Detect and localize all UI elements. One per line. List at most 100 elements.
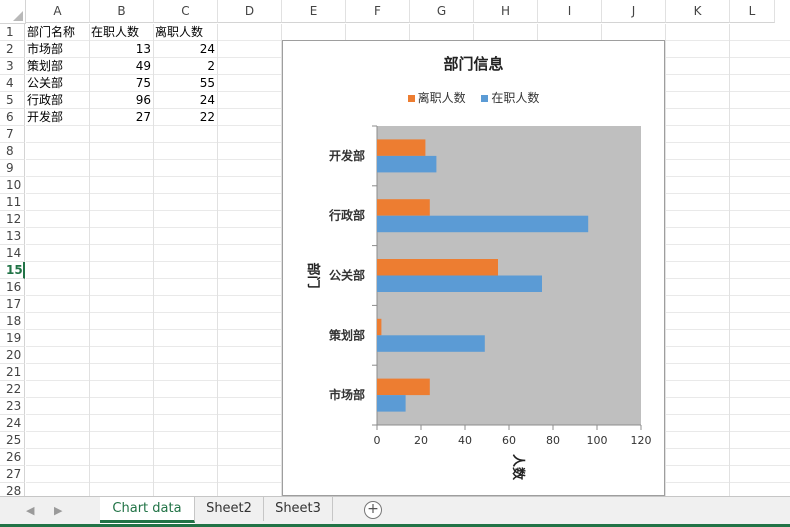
- column-header-j[interactable]: J: [602, 0, 666, 23]
- table-cell-dept[interactable]: 公关部: [27, 76, 64, 90]
- tab-chart-data[interactable]: Chart data: [100, 497, 195, 523]
- legend-swatch-blue: [481, 95, 489, 102]
- column-header-g[interactable]: G: [410, 0, 474, 23]
- x-tick-label: 80: [546, 434, 560, 447]
- x-tick-label: 20: [414, 434, 428, 447]
- bar-resigned-0[interactable]: [377, 378, 430, 396]
- select-all-corner[interactable]: [0, 0, 26, 24]
- table-cell-value[interactable]: 2: [207, 59, 215, 73]
- legend-swatch-orange: [407, 95, 415, 102]
- row-header-24[interactable]: 24: [0, 415, 25, 432]
- column-header-i[interactable]: I: [538, 0, 602, 23]
- row-header-2[interactable]: 2: [0, 41, 25, 58]
- add-sheet-icon[interactable]: +: [364, 501, 382, 519]
- row-header-16[interactable]: 16: [0, 279, 25, 296]
- row-header-15[interactable]: 15: [0, 262, 25, 279]
- tab-sheet3[interactable]: Sheet3: [264, 497, 333, 521]
- bar-employed-3[interactable]: [377, 215, 589, 233]
- table-header-cell[interactable]: 离职人数: [155, 25, 204, 39]
- bar-resigned-1[interactable]: [377, 318, 382, 336]
- row-header-14[interactable]: 14: [0, 245, 25, 262]
- bar-employed-4[interactable]: [377, 155, 437, 173]
- sheet-tab-bar: ◀ ▶ Chart data Sheet2 Sheet3 +: [0, 496, 790, 527]
- column-header-l[interactable]: L: [730, 0, 775, 23]
- x-tick-label: 120: [631, 434, 652, 447]
- row-header-5[interactable]: 5: [0, 92, 25, 109]
- row-header-22[interactable]: 22: [0, 381, 25, 398]
- table-cell-value[interactable]: 22: [199, 110, 215, 124]
- bar-employed-0[interactable]: [377, 395, 406, 412]
- row-header-13[interactable]: 13: [0, 228, 25, 245]
- row-header-17[interactable]: 17: [0, 296, 25, 313]
- row-header-25[interactable]: 25: [0, 432, 25, 449]
- column-header-k[interactable]: K: [666, 0, 730, 23]
- table-cell-value[interactable]: 96: [135, 93, 151, 107]
- bar-employed-1[interactable]: [377, 335, 485, 352]
- row-header-20[interactable]: 20: [0, 347, 25, 364]
- y-tick-label: 市场部: [329, 387, 365, 402]
- row-header-4[interactable]: 4: [0, 75, 25, 92]
- chart-legend[interactable]: 离职人数 在职人数: [283, 89, 664, 106]
- row-header-11[interactable]: 11: [0, 194, 25, 211]
- table-header-cell[interactable]: 在职人数: [91, 25, 140, 39]
- table-cell-value[interactable]: 75: [135, 76, 151, 90]
- legend-label-employed: 在职人数: [491, 91, 540, 105]
- row-header-18[interactable]: 18: [0, 313, 25, 330]
- table-cell-dept[interactable]: 行政部: [27, 93, 64, 107]
- row-header-8[interactable]: 8: [0, 143, 25, 160]
- x-axis-title: 人数: [510, 454, 526, 481]
- y-tick-label: 开发部: [329, 148, 365, 163]
- table-cell-dept[interactable]: 开发部: [27, 110, 64, 124]
- table-header-cell[interactable]: 部门名称: [27, 25, 76, 39]
- tab-sheet2[interactable]: Sheet2: [195, 497, 264, 521]
- row-header-21[interactable]: 21: [0, 364, 25, 381]
- x-tick-label: 40: [458, 434, 472, 447]
- table-cell-dept[interactable]: 市场部: [27, 42, 64, 56]
- row-header-19[interactable]: 19: [0, 330, 25, 347]
- bar-resigned-2[interactable]: [377, 259, 498, 276]
- column-header-d[interactable]: D: [218, 0, 282, 23]
- row-header-9[interactable]: 9: [0, 160, 25, 177]
- y-tick-label: 行政部: [328, 208, 365, 223]
- table-cell-value[interactable]: 27: [135, 110, 151, 124]
- prev-sheet-icon[interactable]: ◀: [26, 504, 35, 517]
- table-cell-value[interactable]: 24: [199, 42, 215, 56]
- x-tick-label: 100: [587, 434, 608, 447]
- x-tick-label: 0: [374, 434, 381, 447]
- table-cell-value[interactable]: 49: [135, 59, 151, 73]
- column-header-h[interactable]: H: [474, 0, 538, 23]
- chart-area[interactable]: 部门信息 离职人数 在职人数 市场部 策划部 公关部 行政部 开发部 0 20 40 60 80 1…: [282, 40, 665, 496]
- bar-chart-plot[interactable]: 市场部 策划部 公关部 行政部 开发部 0 20 40 60 80 100 120 人数 部门: [283, 41, 664, 495]
- table-cell-value[interactable]: 13: [135, 42, 151, 56]
- row-header-10[interactable]: 10: [0, 177, 25, 194]
- column-header-e[interactable]: E: [282, 0, 346, 23]
- y-tick-label: 公关部: [329, 268, 365, 283]
- column-header-c[interactable]: C: [154, 0, 218, 23]
- y-tick-label: 策划部: [329, 327, 365, 342]
- row-header-26[interactable]: 26: [0, 449, 25, 466]
- bar-resigned-4[interactable]: [377, 139, 426, 156]
- bar-employed-2[interactable]: [377, 275, 542, 293]
- bar-resigned-3[interactable]: [377, 199, 430, 216]
- legend-item-resigned: 离职人数: [407, 89, 466, 106]
- y-axis-title: 部门: [305, 262, 321, 288]
- next-sheet-icon[interactable]: ▶: [54, 504, 63, 517]
- row-header-23[interactable]: 23: [0, 398, 25, 415]
- row-header-27[interactable]: 27: [0, 466, 25, 483]
- column-header-f[interactable]: F: [346, 0, 410, 23]
- x-tick-label: 60: [502, 434, 516, 447]
- chart-title[interactable]: 部门信息: [443, 55, 504, 73]
- row-header-1[interactable]: 1: [0, 24, 25, 41]
- row-header-12[interactable]: 12: [0, 211, 25, 228]
- table-cell-value[interactable]: 24: [199, 93, 215, 107]
- column-header-b[interactable]: B: [90, 0, 154, 23]
- table-cell-dept[interactable]: 策划部: [27, 59, 64, 73]
- legend-label-resigned: 离职人数: [417, 91, 466, 105]
- legend-item-employed: 在职人数: [481, 89, 539, 106]
- column-header-a[interactable]: A: [26, 0, 90, 23]
- row-header-6[interactable]: 6: [0, 109, 25, 126]
- table-cell-value[interactable]: 55: [199, 76, 215, 90]
- row-header-7[interactable]: 7: [0, 126, 25, 143]
- row-header-3[interactable]: 3: [0, 58, 25, 75]
